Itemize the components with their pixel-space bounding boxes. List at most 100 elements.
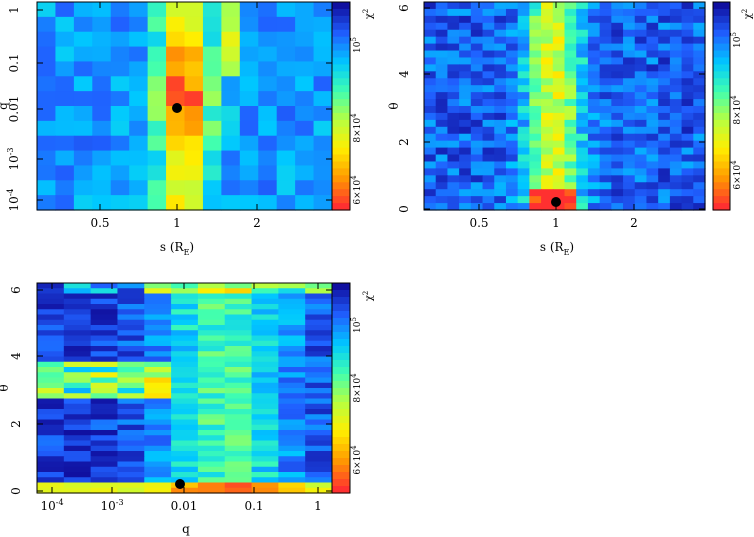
heatmap-cell <box>623 99 636 107</box>
heatmap-cell <box>470 175 484 183</box>
heatmap-cell <box>435 22 449 31</box>
heatmap-cell <box>224 472 253 478</box>
x-tick-label: 0.01 <box>171 499 198 513</box>
colorbar-segment <box>332 147 350 156</box>
heatmap-cell <box>424 203 437 211</box>
heatmap-cell <box>117 451 145 457</box>
colorbar-segment <box>332 325 350 333</box>
heatmap-cell <box>117 351 145 358</box>
heatmap-cell <box>171 372 199 379</box>
heatmap-cell <box>658 175 671 183</box>
heatmap-cell <box>658 57 671 65</box>
x-axis-label: s (RE) <box>540 240 574 257</box>
heatmap-cell <box>435 36 449 45</box>
colorbar-segment <box>332 203 350 211</box>
colorbar-segment <box>332 416 350 424</box>
heatmap-cell <box>623 106 636 114</box>
heatmap-cell <box>681 57 694 65</box>
heatmap-cell <box>494 175 507 183</box>
colorbar-segment <box>332 57 350 65</box>
heatmap-cell <box>305 330 333 337</box>
heatmap-cell <box>171 283 199 289</box>
heatmap-cell <box>258 150 278 167</box>
heatmap-cell <box>623 175 636 183</box>
heatmap-cell <box>110 61 130 77</box>
heatmap-cell <box>276 46 296 63</box>
heatmap-cell <box>669 147 683 156</box>
heatmap-cell <box>166 91 186 107</box>
colorbar-segment <box>332 50 350 59</box>
heatmap-cell <box>424 175 437 183</box>
colorbar-label: χ2 <box>741 9 754 20</box>
heatmap-cell <box>505 2 519 10</box>
heatmap-cell <box>435 126 449 135</box>
heatmap-cell <box>305 288 333 295</box>
heatmap-cell <box>197 482 226 489</box>
heatmap-cell <box>505 92 519 100</box>
heatmap-cell <box>587 71 601 79</box>
heatmap-cell <box>224 435 253 442</box>
heatmap-cell <box>541 168 554 176</box>
colorbar-segment <box>713 85 730 93</box>
heatmap-cell <box>147 106 167 122</box>
heatmap-cell <box>295 46 315 63</box>
heatmap-cell <box>459 29 472 38</box>
heatmap-cell <box>55 2 75 18</box>
heatmap-cell <box>669 8 683 17</box>
heatmap-cell <box>313 106 333 122</box>
heatmap-cell <box>517 119 530 128</box>
x-tick-label: 2 <box>253 216 261 230</box>
heatmap-cell <box>144 398 172 405</box>
heatmap-cell <box>529 203 542 211</box>
heatmap-cell <box>276 91 296 107</box>
colorbar-segment <box>332 423 350 431</box>
heatmap-cell <box>681 196 694 204</box>
heatmap-cell <box>184 120 204 137</box>
heatmap-cell <box>470 92 484 100</box>
heatmap-cell <box>541 2 554 10</box>
heatmap-cell <box>494 57 507 65</box>
heatmap-cell <box>611 203 624 211</box>
heatmap-cell <box>258 120 278 137</box>
colorbar-segment <box>713 168 730 176</box>
heatmap-cell <box>459 133 472 142</box>
heatmap-cell <box>278 356 306 363</box>
colorbar-segment <box>713 182 730 190</box>
y-tick-label: 0 <box>9 487 23 495</box>
heatmap-cell <box>658 126 671 135</box>
heatmap-cell <box>37 346 65 352</box>
heatmap-cell <box>251 335 279 342</box>
heatmap-cell <box>459 15 472 24</box>
heatmap-cell <box>494 161 507 169</box>
heatmap-cell <box>646 43 659 52</box>
heatmap-cell <box>251 325 279 331</box>
heatmap-cell <box>541 64 554 72</box>
heatmap-cell <box>37 135 57 152</box>
heatmap-cell <box>63 356 92 363</box>
heatmap-cell <box>278 472 306 478</box>
heatmap-cell <box>552 22 566 31</box>
heatmap-cell <box>63 393 92 400</box>
heatmap-cell <box>529 85 542 93</box>
heatmap-cell <box>63 435 92 442</box>
colorbar-segment <box>332 8 350 17</box>
heatmap-cell <box>529 175 542 183</box>
heatmap-cell <box>276 135 296 152</box>
heatmap-cell <box>171 325 199 331</box>
heatmap-cell <box>517 71 530 79</box>
heatmap-cell <box>587 154 601 163</box>
heatmap-cell <box>529 119 542 128</box>
heatmap-cell <box>564 196 577 204</box>
heatmap-cell <box>224 409 253 415</box>
heatmap-cell <box>147 180 167 196</box>
heatmap-cell <box>599 106 612 114</box>
heatmap-cell <box>90 430 119 436</box>
heatmap-cell <box>529 50 542 59</box>
colorbar-segment <box>332 29 350 38</box>
heatmap-cell <box>599 85 612 93</box>
heatmap-cell <box>576 189 589 197</box>
heatmap-cell <box>239 150 259 167</box>
heatmap-cell <box>224 319 253 326</box>
heatmap-cell <box>494 71 507 79</box>
y-tick-label: 2 <box>397 138 411 146</box>
